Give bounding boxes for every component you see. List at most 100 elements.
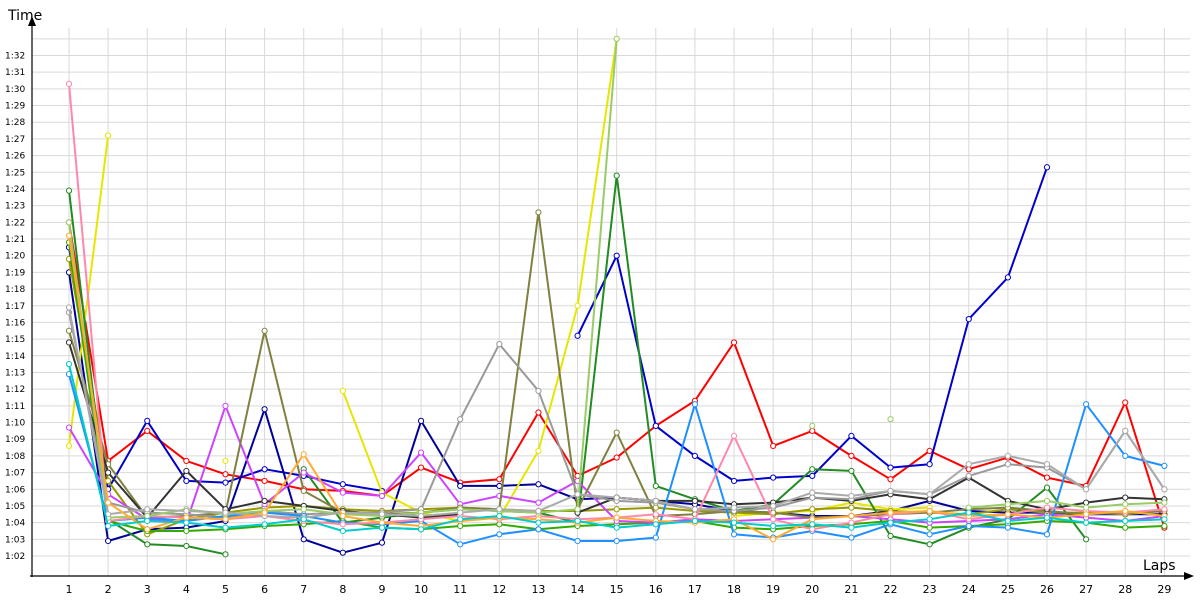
- data-point: [496, 341, 503, 348]
- data-point: [222, 479, 229, 486]
- x-tick-label: 3: [144, 583, 151, 596]
- data-point: [730, 531, 738, 538]
- data-point: [809, 466, 816, 473]
- data-point: [574, 302, 581, 309]
- data-point: [1161, 522, 1168, 530]
- data-point: [261, 406, 268, 413]
- data-point: [300, 536, 307, 543]
- x-tick-label: 20: [805, 583, 819, 596]
- data-point: [183, 514, 190, 521]
- data-point: [65, 232, 73, 239]
- data-point: [65, 219, 73, 226]
- y-tick-label: 1:30: [5, 85, 25, 95]
- data-point: [926, 531, 933, 538]
- x-tick-label: 28: [1118, 583, 1132, 596]
- data-point: [574, 491, 581, 498]
- data-point: [574, 537, 581, 545]
- x-tick-label: 12: [492, 583, 506, 596]
- data-point: [613, 537, 620, 545]
- data-point: [1043, 164, 1051, 171]
- data-point: [261, 327, 268, 334]
- data-point: [652, 511, 659, 518]
- y-tick-label: 1:23: [5, 202, 25, 212]
- data-point: [770, 536, 777, 543]
- data-point: [926, 507, 933, 515]
- data-point: [496, 512, 503, 520]
- data-point: [1004, 524, 1011, 531]
- data-point: [65, 339, 73, 346]
- data-point: [1122, 501, 1129, 508]
- data-point: [378, 519, 386, 526]
- y-tick-label: 1:11: [5, 402, 25, 412]
- x-tick-label: 17: [688, 583, 702, 596]
- data-point: [613, 172, 620, 179]
- y-tick-label: 1:02: [5, 552, 25, 562]
- x-tick-label: 19: [766, 583, 780, 596]
- data-point: [183, 467, 190, 475]
- data-point: [730, 519, 738, 526]
- data-point: [691, 506, 699, 513]
- data-point: [496, 476, 503, 483]
- y-tick-label: 1:22: [5, 218, 25, 228]
- data-point: [457, 416, 464, 423]
- data-point: [770, 516, 777, 523]
- data-point: [339, 549, 346, 556]
- data-point: [222, 516, 229, 523]
- data-point: [417, 464, 425, 471]
- data-point: [1004, 517, 1011, 525]
- data-point: [691, 401, 699, 408]
- y-tick-label: 1:27: [5, 135, 25, 145]
- x-tick-label: 10: [414, 583, 428, 596]
- data-point: [574, 506, 581, 513]
- data-point: [1122, 427, 1129, 434]
- y-tick-label: 1:16: [5, 318, 25, 328]
- y-tick-label: 1:29: [5, 102, 25, 112]
- data-point: [1161, 506, 1168, 513]
- x-tick-label: 9: [378, 583, 385, 596]
- data-point: [1004, 501, 1011, 508]
- y-tick-label: 1:03: [5, 535, 25, 545]
- y-tick-label: 1:21: [5, 235, 25, 245]
- data-point: [613, 454, 620, 461]
- y-tick-label: 1:17: [5, 302, 25, 312]
- y-tick-label: 1:18: [5, 285, 25, 295]
- series-layer: [65, 35, 1168, 558]
- data-point: [300, 451, 307, 458]
- data-point: [1083, 511, 1090, 518]
- data-point: [339, 489, 346, 496]
- data-point: [848, 519, 855, 526]
- data-point: [926, 541, 933, 548]
- data-point: [105, 132, 112, 139]
- data-point: [691, 497, 699, 505]
- data-point: [1043, 531, 1051, 538]
- data-point: [105, 499, 112, 506]
- x-tick-label: 25: [1001, 583, 1015, 596]
- data-point: [222, 524, 229, 531]
- data-point: [926, 461, 933, 468]
- x-tick-label: 11: [453, 583, 467, 596]
- x-tick-label: 22: [884, 583, 898, 596]
- data-point: [652, 497, 659, 505]
- data-point: [770, 474, 777, 481]
- data-point: [1122, 399, 1129, 406]
- y-tick-label: 1:06: [5, 485, 25, 495]
- data-point: [300, 506, 307, 513]
- x-tick-label: 14: [571, 583, 585, 596]
- data-point: [848, 504, 855, 511]
- data-point: [887, 532, 894, 540]
- data-point: [144, 517, 151, 525]
- data-point: [339, 387, 346, 394]
- data-point: [1004, 461, 1011, 468]
- data-point: [339, 481, 346, 488]
- data-point: [144, 526, 151, 533]
- data-point: [105, 522, 112, 530]
- data-point: [809, 422, 816, 429]
- data-point: [144, 417, 151, 424]
- data-point: [965, 504, 972, 511]
- y-tick-label: 1:08: [5, 452, 25, 462]
- data-point: [887, 487, 894, 495]
- data-point: [1043, 514, 1051, 521]
- data-point: [65, 187, 73, 194]
- data-point: [887, 519, 894, 526]
